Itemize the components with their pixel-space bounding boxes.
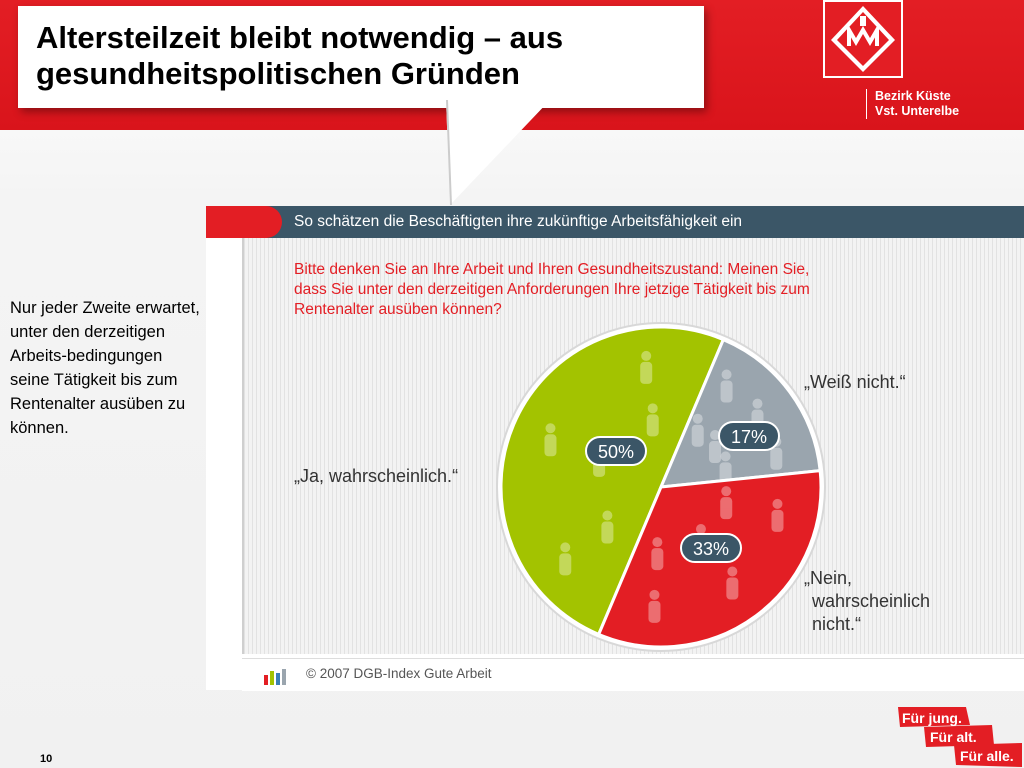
speech-bubble-pointer xyxy=(430,100,550,205)
ig-metall-logo-icon xyxy=(823,0,903,78)
slice-label-2-line-1: wahrscheinlich xyxy=(811,591,930,611)
slice-label-0-line-0: „Ja, wahrscheinlich.“ xyxy=(294,466,458,486)
survey-question: Bitte denken Sie an Ihre Arbeit und Ihre… xyxy=(294,261,810,318)
person-figure-icon xyxy=(640,350,653,384)
value-label-0: 50% xyxy=(598,442,634,462)
chart-header-tab xyxy=(206,206,282,238)
pie-slice-1 xyxy=(658,337,822,489)
person-figure-icon xyxy=(720,369,733,403)
value-badge-0 xyxy=(585,436,647,466)
person-figure-icon xyxy=(771,498,784,532)
person-figure-icon xyxy=(720,486,733,520)
value-label-2: 33% xyxy=(693,539,729,559)
page-number: 10 xyxy=(40,753,53,765)
dgb-index-icon xyxy=(264,669,286,685)
person-figure-icon xyxy=(648,589,661,623)
pie-chart: 50% „Ja, wahrscheinlich.“ 17% „Weiß nicht.“… xyxy=(294,322,930,652)
value-label-1: 17% xyxy=(731,427,767,447)
person-figure-icon xyxy=(559,542,572,576)
slogan-badge: Für jung. Für alt. Für alle. xyxy=(898,707,1022,767)
person-figure-icon xyxy=(709,430,722,464)
slice-label-2-line-0: „Nein, xyxy=(804,568,852,588)
person-figure-icon xyxy=(601,510,614,544)
region-label: Bezirk Küste Vst. Unterelbe xyxy=(866,89,959,119)
person-figure-icon xyxy=(544,423,557,457)
chart-header-text: So schätzen die Beschäftigten ihre zukün… xyxy=(294,213,743,230)
person-figure-icon xyxy=(691,413,704,447)
value-badge-2 xyxy=(680,533,742,563)
value-badge-1 xyxy=(718,421,780,451)
person-figure-icon xyxy=(651,537,664,571)
region-line-1: Bezirk Küste xyxy=(875,89,951,103)
region-line-2: Vst. Unterelbe xyxy=(875,104,960,118)
chart-source: © 2007 DGB-Index Gute Arbeit xyxy=(306,666,492,681)
slide-title: Altersteilzeit bleibt notwendig – aus ge… xyxy=(36,20,564,91)
person-figure-icon xyxy=(726,566,739,600)
person-figure-icon xyxy=(646,403,659,437)
chart-header: So schätzen die Beschäftigten ihre zukün… xyxy=(206,206,1024,238)
chart-footer xyxy=(242,658,1024,691)
title-box: Altersteilzeit bleibt notwendig – aus ge… xyxy=(18,6,704,108)
slogan-line-2: Für alt. xyxy=(930,729,977,745)
slogan-line-1: Für jung. xyxy=(902,710,962,726)
side-note: Nur jeder Zweite erwartet, unter den der… xyxy=(10,299,200,437)
slice-label-1-line-0: „Weiß nicht.“ xyxy=(804,372,906,392)
pie-slice-0 xyxy=(499,325,726,637)
slogan-line-3: Für alle. xyxy=(960,748,1014,764)
slice-label-2-line-2: nicht.“ xyxy=(812,614,861,634)
